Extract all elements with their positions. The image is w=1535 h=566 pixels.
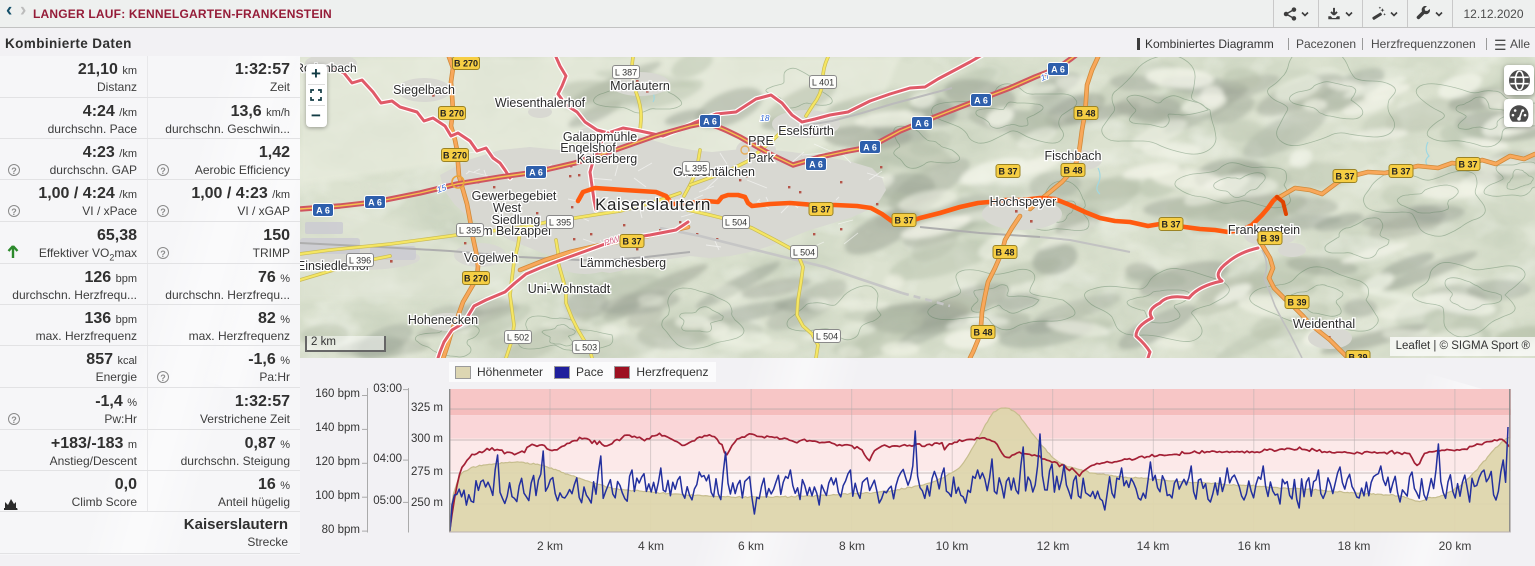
svg-text:B 48: B 48: [1063, 166, 1082, 176]
svg-text:A 6: A 6: [809, 160, 823, 170]
svg-text:Hochspeyer: Hochspeyer: [990, 195, 1057, 209]
svg-text:B 37: B 37: [1391, 167, 1410, 177]
svg-text:L 504: L 504: [725, 218, 747, 228]
svg-text:B 48: B 48: [995, 248, 1014, 258]
svg-text:Hohenecken: Hohenecken: [408, 313, 478, 327]
svg-text:L 395: L 395: [685, 164, 707, 174]
svg-text:L 503: L 503: [575, 343, 597, 353]
svg-text:L 502: L 502: [507, 333, 529, 343]
svg-text:Engelshof: Engelshof: [560, 141, 616, 155]
svg-text:B 37: B 37: [622, 237, 641, 247]
svg-text:18: 18: [760, 113, 770, 123]
svg-text:B 37: B 37: [894, 216, 913, 226]
svg-text:A 6: A 6: [1051, 65, 1065, 75]
svg-text:B 37: B 37: [1458, 160, 1477, 170]
svg-text:Park: Park: [748, 151, 774, 165]
svg-text:B 270: B 270: [440, 109, 464, 119]
svg-text:L 395: L 395: [549, 218, 571, 228]
svg-text:Morlautern: Morlautern: [610, 79, 670, 93]
svg-text:Wiesenthalerhof: Wiesenthalerhof: [495, 96, 586, 110]
svg-text:Kaiserberg: Kaiserberg: [577, 152, 637, 166]
svg-text:A 6: A 6: [915, 119, 929, 129]
svg-text:B 48: B 48: [973, 328, 992, 338]
svg-text:Gewerbegebiet: Gewerbegebiet: [472, 189, 557, 203]
svg-text:Galappmühle: Galappmühle: [563, 130, 637, 144]
svg-text:A 6: A 6: [368, 198, 382, 208]
svg-text:B 37: B 37: [1161, 220, 1180, 230]
svg-text:L 401: L 401: [812, 78, 834, 88]
svg-text:A 6: A 6: [316, 206, 330, 216]
svg-text:B 270: B 270: [454, 59, 478, 69]
svg-text:L 504: L 504: [816, 332, 838, 342]
svg-text:A 6: A 6: [703, 117, 717, 127]
svg-text:B 37: B 37: [998, 167, 1017, 177]
svg-text:A 6: A 6: [529, 168, 543, 178]
svg-text:Eselsfürth: Eselsfürth: [778, 124, 834, 138]
svg-text:Siegelbach: Siegelbach: [393, 83, 455, 97]
svg-text:L 395: L 395: [459, 226, 481, 236]
svg-text:B 37: B 37: [1335, 172, 1354, 182]
svg-text:Kaiserslautern: Kaiserslautern: [595, 195, 711, 214]
svg-text:Uni-Wohnstadt: Uni-Wohnstadt: [528, 282, 611, 296]
svg-text:B 270: B 270: [464, 274, 488, 284]
svg-text:B 39: B 39: [1260, 234, 1279, 244]
svg-text:L 387: L 387: [615, 68, 637, 78]
svg-text:A 6: A 6: [863, 143, 877, 153]
svg-text:B 37: B 37: [811, 205, 830, 215]
svg-text:West: West: [493, 201, 522, 215]
svg-text:Lämmchesberg: Lämmchesberg: [580, 256, 666, 270]
svg-text:Siedlung: Siedlung: [492, 213, 541, 227]
svg-text:B 39: B 39: [1348, 353, 1367, 359]
svg-text:Fischbach: Fischbach: [1045, 149, 1102, 163]
svg-text:A 6: A 6: [974, 96, 988, 106]
svg-text:B 39: B 39: [1287, 298, 1306, 308]
svg-text:L 396: L 396: [349, 256, 371, 266]
svg-text:PRE: PRE: [748, 134, 774, 148]
svg-text:B 270: B 270: [443, 151, 467, 161]
svg-text:am Belzappel: am Belzappel: [475, 224, 551, 238]
svg-text:Vogelweh: Vogelweh: [464, 251, 518, 265]
svg-text:B 48: B 48: [1076, 109, 1095, 119]
svg-text:Weidenthal: Weidenthal: [1293, 317, 1355, 331]
svg-text:L 504: L 504: [793, 248, 815, 258]
